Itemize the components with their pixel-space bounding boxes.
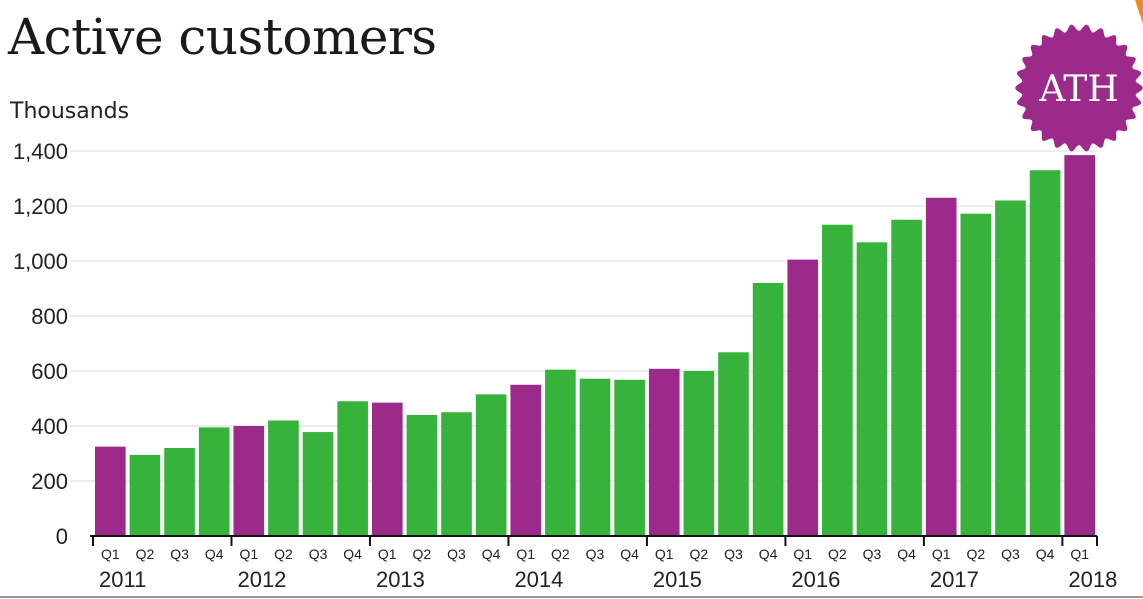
x-quarter-label: Q1 [793,546,812,562]
bar [648,368,680,536]
bar [510,384,542,536]
x-quarter-label: Q1 [239,546,258,562]
y-tick-label: 1,200 [13,194,68,219]
bar [787,259,819,536]
bar [268,420,299,536]
bar [891,219,922,536]
corner-accent [1135,0,1143,24]
x-quarter-label: Q3 [724,546,743,562]
bar [1064,155,1095,536]
y-axis-unit-label: Thousands [10,99,130,124]
bar [233,426,265,536]
x-quarter-label: Q4 [897,546,916,562]
x-quarter-label: Q1 [101,546,120,562]
x-quarter-label: Q3 [1001,546,1020,562]
bar [718,352,749,536]
x-year-label: 2018 [1068,567,1117,592]
bar [752,283,784,536]
ath-badge-label: ATH [1038,69,1118,110]
y-tick-label: 600 [31,359,68,384]
bar [337,401,368,536]
bar [406,415,438,536]
bar [925,197,957,536]
x-quarter-label: Q3 [447,546,466,562]
bar [579,378,611,536]
bar [822,224,853,536]
y-tick-label: 200 [31,469,68,494]
bar [545,369,576,536]
y-tick-label: 1,000 [13,249,68,274]
x-quarter-label: Q3 [309,546,328,562]
y-tick-label: 400 [31,414,68,439]
bar [302,432,334,536]
x-quarter-label: Q2 [274,546,293,562]
bar [129,454,161,536]
bar [1029,170,1061,536]
x-quarter-label: Q4 [482,546,501,562]
x-quarter-label: Q4 [1036,546,1055,562]
x-year-label: 2011 [99,567,146,592]
x-quarter-label: Q3 [586,546,605,562]
x-quarter-label: Q3 [863,546,882,562]
x-quarter-label: Q4 [343,546,362,562]
x-quarter-label: Q4 [205,546,224,562]
x-quarter-label: Q1 [516,546,535,562]
bar [475,394,507,536]
x-quarter-label: Q2 [136,546,155,562]
y-tick-label: 800 [31,304,68,329]
x-quarter-label: Q2 [551,546,570,562]
bar [995,200,1026,536]
x-quarter-label: Q4 [620,546,639,562]
x-quarter-label: Q1 [932,546,951,562]
chart-title: Active customers [8,8,437,66]
ath-badge [1015,24,1143,152]
x-quarter-label: Q2 [413,546,432,562]
x-year-label: 2017 [930,567,979,592]
bar [683,371,715,536]
x-year-label: 2012 [237,567,286,592]
bar [960,213,992,536]
x-year-label: 2013 [376,567,425,592]
bar [371,402,403,536]
x-quarter-label: Q1 [378,546,397,562]
x-quarter-label: Q2 [828,546,847,562]
bar [95,446,126,536]
x-quarter-label: Q1 [1070,546,1089,562]
bar [164,448,195,536]
x-quarter-label: Q3 [170,546,189,562]
x-year-label: 2016 [791,567,840,592]
y-tick-label: 1,400 [13,139,68,164]
bar [441,412,472,536]
x-quarter-label: Q2 [690,546,709,562]
bar [614,379,645,536]
y-tick-label: 0 [56,524,68,549]
x-quarter-label: Q1 [655,546,674,562]
x-quarter-label: Q4 [759,546,778,562]
x-quarter-label: Q2 [966,546,985,562]
bar [856,242,888,537]
bar [198,427,230,536]
x-year-label: 2014 [514,567,563,592]
x-year-label: 2015 [653,567,702,592]
